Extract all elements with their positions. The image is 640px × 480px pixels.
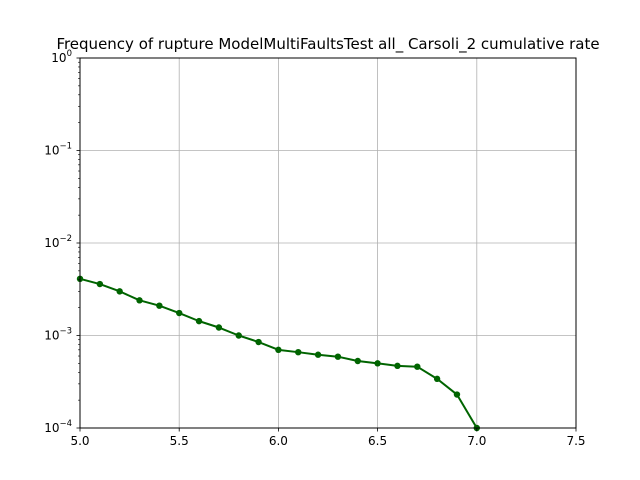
data-point — [295, 348, 302, 356]
y-tick-label-base: 10 — [44, 236, 59, 250]
data-point — [195, 317, 203, 325]
data-point — [354, 357, 361, 365]
data-point — [374, 360, 381, 367]
x-tick-label: 7.5 — [566, 434, 585, 448]
plot-frame — [79, 57, 577, 429]
y-tick-label-exponent: 0 — [67, 49, 72, 59]
data-point — [96, 280, 104, 288]
y-tick-label: 10−2 — [44, 234, 72, 250]
y-tick-label-exponent: −2 — [59, 234, 72, 244]
y-tick-label-exponent: −4 — [59, 419, 72, 429]
y-tick-label-base: 10 — [44, 421, 59, 435]
chart-title: Frequency of rupture ModelMultiFaultsTes… — [56, 35, 599, 54]
x-tick-label: 6.5 — [368, 434, 387, 448]
y-tick-label-exponent: −3 — [59, 327, 72, 337]
data-point — [314, 351, 322, 358]
series-layer — [76, 275, 480, 432]
data-point — [255, 338, 262, 346]
y-tick-label-base: 10 — [44, 329, 59, 343]
data-point — [394, 362, 401, 370]
y-tick-label: 100 — [51, 49, 72, 65]
y-tick-label-exponent: −1 — [59, 142, 72, 152]
data-point — [136, 297, 143, 304]
x-tick-label: 7.0 — [467, 434, 486, 448]
data-point — [453, 391, 461, 398]
data-point — [433, 375, 441, 383]
y-tick-label: 10−1 — [44, 142, 72, 158]
data-point — [275, 346, 282, 354]
x-tick-label: 5.0 — [70, 434, 89, 448]
data-point — [215, 324, 223, 331]
data-point — [235, 332, 242, 339]
y-tick-label-base: 10 — [51, 51, 66, 65]
y-tick-label-base: 10 — [44, 144, 59, 158]
x-tick-label: 6.0 — [269, 434, 288, 448]
data-point — [334, 353, 342, 360]
data-point — [414, 363, 421, 370]
data-point — [176, 309, 183, 317]
x-tick-label: 5.5 — [170, 434, 189, 448]
data-point — [156, 302, 163, 309]
y-tick-label: 10−4 — [44, 419, 72, 435]
data-point — [116, 288, 123, 295]
y-tick-label: 10−3 — [44, 327, 72, 343]
